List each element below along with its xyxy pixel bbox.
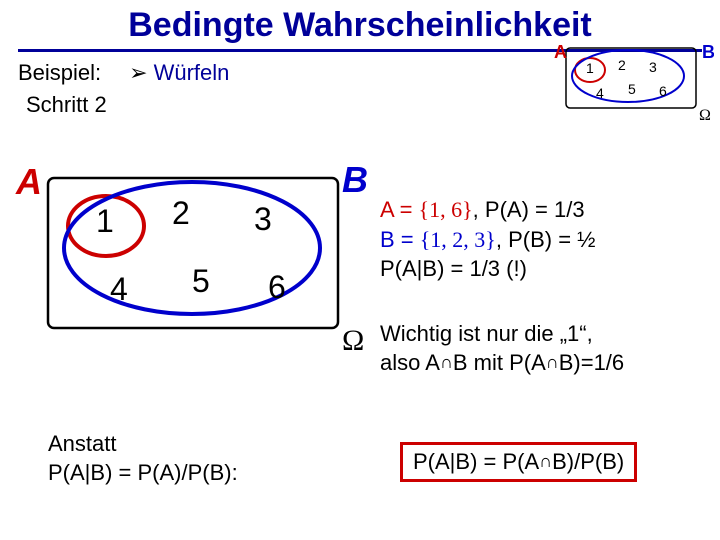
wichtig-block: Wichtig ist nur die „1“, also A∩B mit P(… — [380, 320, 624, 377]
intersection-icon: ∩ — [546, 352, 559, 372]
eq-line-B: B = {1, 2, 3}, P(B) = ½ — [380, 225, 596, 255]
beispiel-label: Beispiel: — [18, 60, 101, 86]
eq-A-prefix: A = — [380, 197, 419, 222]
formula-b: B)/P(B) — [552, 449, 624, 474]
big-label-A: A — [15, 161, 42, 202]
big-num-3: 3 — [254, 201, 272, 237]
bullet-wuerfeln: ➢ Würfeln — [129, 60, 229, 86]
bullet-arrow-icon: ➢ — [129, 60, 147, 86]
big-num-4: 4 — [110, 271, 128, 307]
intersection-icon: ∩ — [539, 451, 552, 471]
omega-diagram-big: A B Ω 1 2 3 4 5 6 — [10, 158, 370, 358]
intersection-icon: ∩ — [440, 352, 453, 372]
small-num-2: 2 — [618, 57, 626, 73]
small-label-B: B — [702, 42, 714, 62]
big-num-5: 5 — [192, 263, 210, 299]
bullet-text: Würfeln — [154, 60, 230, 86]
formula-box: P(A|B) = P(A∩B)/P(B) — [400, 442, 637, 482]
small-omega-label: Ω — [699, 107, 711, 122]
page-title: Bedingte Wahrscheinlichkeit — [0, 0, 720, 45]
wichtig-line2: also A∩B mit P(A∩B)=1/6 — [380, 349, 624, 378]
small-num-4: 4 — [596, 85, 604, 101]
eq-A-set: {1, 6} — [419, 197, 473, 222]
big-omega-label: Ω — [342, 324, 364, 357]
anstatt-block: Anstatt P(A|B) = P(A)/P(B): — [48, 430, 238, 487]
omega-diagram-small: A B Ω 1 2 3 4 5 6 — [544, 42, 714, 122]
wichtig-line1: Wichtig ist nur die „1“, — [380, 320, 624, 349]
wichtig-l2c: B)=1/6 — [559, 350, 624, 375]
formula-a: P(A|B) = P(A — [413, 449, 539, 474]
wichtig-l2b: B mit P(A — [453, 350, 546, 375]
eq-A-rest: , P(A) = 1/3 — [473, 197, 585, 222]
small-num-6: 6 — [659, 83, 667, 99]
equations-block: A = {1, 6}, P(A) = 1/3 B = {1, 2, 3}, P(… — [380, 195, 596, 284]
eq-line-A: A = {1, 6}, P(A) = 1/3 — [380, 195, 596, 225]
wichtig-l2a: also A — [380, 350, 440, 375]
anstatt-l1: Anstatt — [48, 430, 238, 459]
eq-B-set: {1, 2, 3} — [420, 227, 496, 252]
big-num-1: 1 — [96, 203, 114, 239]
small-num-3: 3 — [649, 59, 657, 75]
eq-line-3: P(A|B) = 1/3 (!) — [380, 254, 596, 284]
small-num-1: 1 — [586, 60, 594, 76]
big-num-6: 6 — [268, 269, 286, 305]
anstatt-l2: P(A|B) = P(A)/P(B): — [48, 459, 238, 488]
big-num-2: 2 — [172, 195, 190, 231]
small-label-A: A — [554, 42, 567, 62]
small-num-5: 5 — [628, 81, 636, 97]
big-label-B: B — [342, 159, 368, 200]
eq-B-rest: , P(B) = ½ — [496, 227, 596, 252]
eq-B-prefix: B = — [380, 227, 420, 252]
